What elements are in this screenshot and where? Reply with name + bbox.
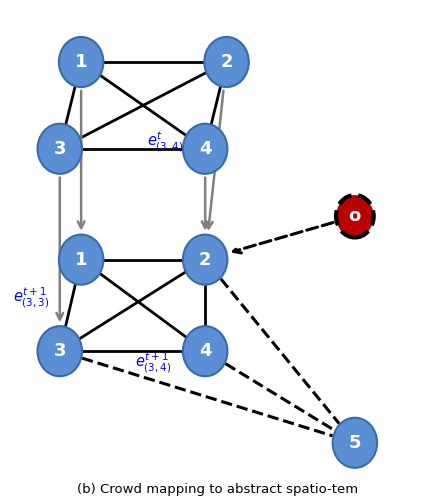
Text: 3: 3 (54, 140, 66, 158)
Circle shape (37, 326, 82, 376)
Text: o: o (349, 207, 361, 225)
Circle shape (183, 326, 228, 376)
Circle shape (336, 195, 374, 238)
Text: 1: 1 (75, 53, 87, 71)
Circle shape (333, 418, 377, 468)
Text: 2: 2 (199, 250, 211, 268)
Text: 4: 4 (199, 342, 211, 360)
Text: $e^{t+1}_{(3,3)}$: $e^{t+1}_{(3,3)}$ (13, 286, 49, 310)
Text: $e^{t+1}_{(3,4)}$: $e^{t+1}_{(3,4)}$ (135, 351, 171, 375)
Text: (b) Crowd mapping to abstract spatio-tem: (b) Crowd mapping to abstract spatio-tem (78, 483, 358, 496)
Text: 4: 4 (199, 140, 211, 158)
Text: 2: 2 (220, 53, 233, 71)
Circle shape (59, 37, 103, 87)
Text: 5: 5 (349, 434, 361, 452)
Circle shape (204, 37, 249, 87)
Text: 3: 3 (54, 342, 66, 360)
Circle shape (183, 124, 228, 174)
Text: 1: 1 (75, 250, 87, 268)
Circle shape (37, 124, 82, 174)
Circle shape (183, 235, 228, 285)
Text: $e^t_{(3,4)}$: $e^t_{(3,4)}$ (147, 129, 184, 153)
Circle shape (59, 235, 103, 285)
